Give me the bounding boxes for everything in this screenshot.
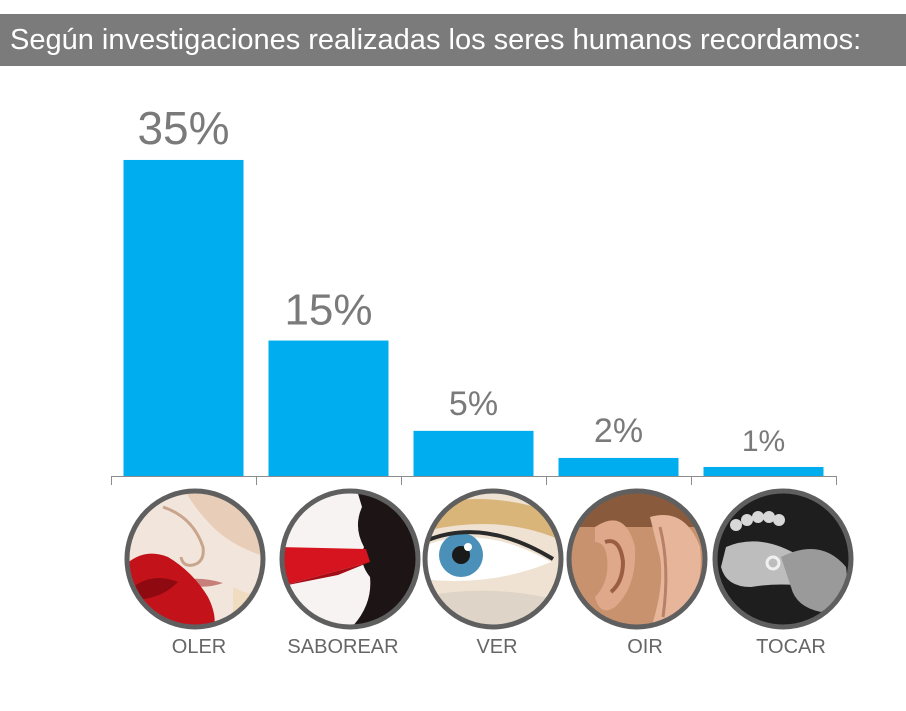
category-label-oir: OIR [627, 636, 663, 658]
data-label-ver: 5% [449, 385, 498, 423]
data-label-oler: 35% [137, 102, 229, 154]
ear-listening-icon [566, 488, 708, 630]
bar-oler [123, 159, 244, 476]
mouth-tasting-wine-icon [279, 488, 421, 630]
data-label-saborear: 15% [284, 286, 372, 335]
category-label-oler: OLER [171, 636, 227, 658]
category-label-saborear: SABOREAR [287, 636, 399, 658]
nose-smelling-rose-icon [124, 488, 266, 630]
category-label-tocar: TOCAR [756, 636, 826, 658]
data-label-tocar: 1% [742, 425, 785, 458]
data-label-oir: 2% [594, 412, 643, 450]
chart-title: Según investigaciones realizadas los ser… [10, 24, 862, 56]
title-bar: Según investigaciones realizadas los ser… [0, 14, 906, 66]
hands-touching-icon [712, 488, 854, 630]
eye-icon [422, 488, 564, 630]
category-label-ver: VER [476, 636, 518, 658]
bar-oir [558, 457, 679, 476]
bar-saborear [268, 340, 389, 476]
bar-ver [413, 430, 534, 476]
bar-tocar [703, 466, 824, 476]
